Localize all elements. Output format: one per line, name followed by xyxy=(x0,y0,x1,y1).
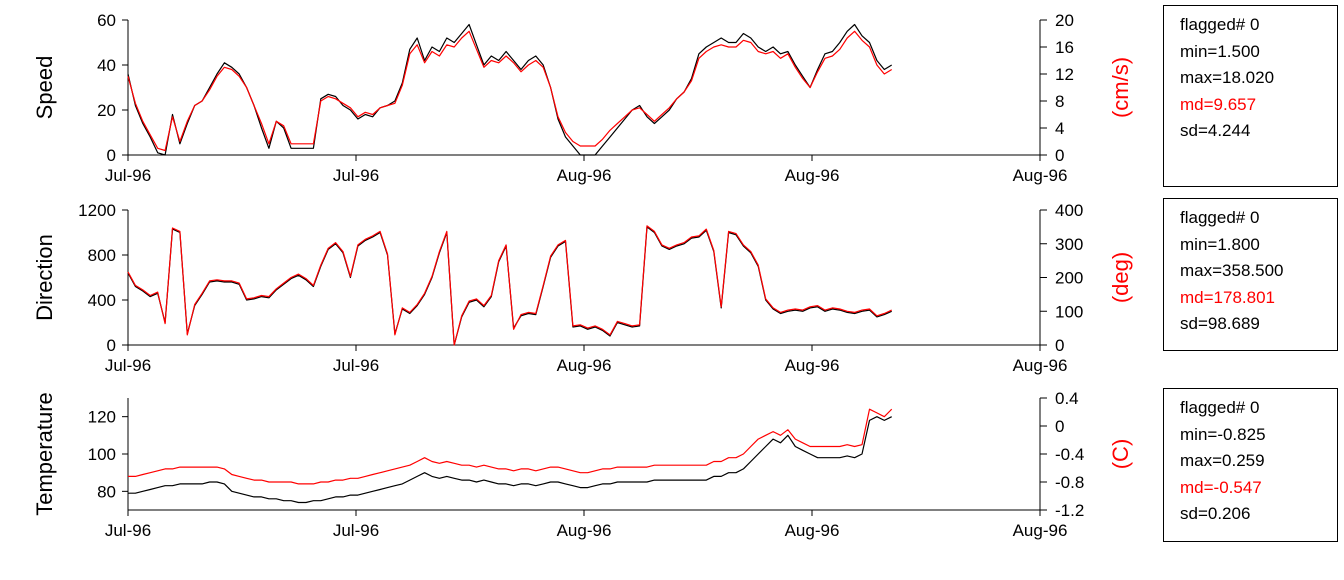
temperature-ylabel-right: (C) xyxy=(1108,439,1133,470)
direction-ylabel-right: (deg) xyxy=(1108,252,1133,303)
speed-ylabel-right: (cm/s) xyxy=(1108,57,1133,118)
direction-left-tick-label: 800 xyxy=(88,246,116,265)
temperature-ylabel: Temperature xyxy=(32,392,57,516)
direction-x-tick-label: Aug-96 xyxy=(1013,356,1068,375)
temperature-min: min=-0.825 xyxy=(1180,424,1266,444)
direction-ylabel: Direction xyxy=(32,234,57,321)
speed-flagged: flagged# 0 xyxy=(1180,15,1260,34)
speed-md: md=9.657 xyxy=(1180,94,1257,114)
speed-stats-box: flagged# 0 min=1.500 max=18.020 md=9.657… xyxy=(1163,5,1338,187)
speed-right-tick-label: 8 xyxy=(1055,92,1064,111)
speed-series-line-black xyxy=(127,23,893,156)
speed-x-tick-label: Jul-96 xyxy=(105,166,151,185)
temperature-sd: sd=0.206 xyxy=(1180,504,1251,523)
direction-x-tick-label: Aug-96 xyxy=(557,356,612,375)
direction-left-tick-label: 1200 xyxy=(78,201,116,220)
speed-left-tick-label: 40 xyxy=(97,56,116,75)
direction-series-line-red xyxy=(127,225,892,346)
direction-x-tick-label: Jul-96 xyxy=(105,356,151,375)
speed-left-tick-label: 0 xyxy=(107,146,116,165)
speed-right-tick-label: 20 xyxy=(1055,11,1074,30)
speed-x-tick-label: Aug-96 xyxy=(1013,166,1068,185)
speed-right-tick-label: 0 xyxy=(1055,146,1064,165)
temperature-right-tick-label: -1.2 xyxy=(1055,501,1084,520)
direction-x-tick-label: Aug-96 xyxy=(785,356,840,375)
direction-min: min=1.800 xyxy=(1180,234,1260,254)
temperature-x-tick-label: Aug-96 xyxy=(1013,521,1068,540)
temperature-x-tick-label: Aug-96 xyxy=(557,521,612,540)
direction-right-tick-label: 200 xyxy=(1055,269,1083,288)
direction-right-tick-label: 300 xyxy=(1055,235,1083,254)
speed-sd: sd=4.244 xyxy=(1180,121,1251,140)
direction-md: md=178.801 xyxy=(1180,287,1275,307)
direction-left-tick-label: 0 xyxy=(107,336,116,355)
temperature-series-line-black xyxy=(128,416,892,504)
temperature-stats-box: flagged# 0 min=-0.825 max=0.259 md=-0.54… xyxy=(1163,388,1338,542)
direction-x-tick-label: Jul-96 xyxy=(333,356,379,375)
temperature-flagged: flagged# 0 xyxy=(1180,398,1260,417)
direction-right-tick-label: 0 xyxy=(1055,336,1064,355)
temperature-right-tick-label: -0.4 xyxy=(1055,445,1084,464)
temperature-x-tick-label: Aug-96 xyxy=(785,521,840,540)
speed-left-tick-label: 60 xyxy=(97,11,116,30)
speed-min: min=1.500 xyxy=(1180,41,1260,61)
speed-right-tick-label: 4 xyxy=(1055,119,1064,138)
direction-left-tick-label: 400 xyxy=(88,291,116,310)
temperature-x-tick-label: Jul-96 xyxy=(333,521,379,540)
temperature-right-tick-label: 0.4 xyxy=(1055,389,1079,408)
speed-x-tick-label: Aug-96 xyxy=(557,166,612,185)
speed-left-tick-label: 20 xyxy=(97,101,116,120)
temperature-left-tick-label: 120 xyxy=(88,408,116,427)
direction-right-tick-label: 100 xyxy=(1055,302,1083,321)
temperature-left-tick-label: 80 xyxy=(97,482,116,501)
direction-sd: sd=98.689 xyxy=(1180,314,1260,333)
direction-flagged: flagged# 0 xyxy=(1180,208,1260,227)
direction-right-tick-label: 400 xyxy=(1055,201,1083,220)
temperature-max: max=0.259 xyxy=(1180,451,1265,470)
temperature-md: md=-0.547 xyxy=(1180,477,1262,497)
speed-series-line-red xyxy=(127,30,893,152)
temperature-right-tick-label: -0.8 xyxy=(1055,473,1084,492)
speed-max: max=18.020 xyxy=(1180,68,1275,87)
speed-right-tick-label: 16 xyxy=(1055,38,1074,57)
temperature-x-tick-label: Jul-96 xyxy=(105,521,151,540)
temperature-left-tick-label: 100 xyxy=(88,445,116,464)
speed-right-tick-label: 12 xyxy=(1055,65,1074,84)
temperature-series-line-red xyxy=(128,408,893,485)
direction-max: max=358.500 xyxy=(1180,261,1284,280)
temperature-right-tick-label: 0 xyxy=(1055,417,1064,436)
speed-x-tick-label: Jul-96 xyxy=(333,166,379,185)
speed-x-tick-label: Aug-96 xyxy=(785,166,840,185)
speed-ylabel: Speed xyxy=(32,56,57,120)
direction-stats-box: flagged# 0 min=1.800 max=358.500 md=178.… xyxy=(1163,198,1338,351)
